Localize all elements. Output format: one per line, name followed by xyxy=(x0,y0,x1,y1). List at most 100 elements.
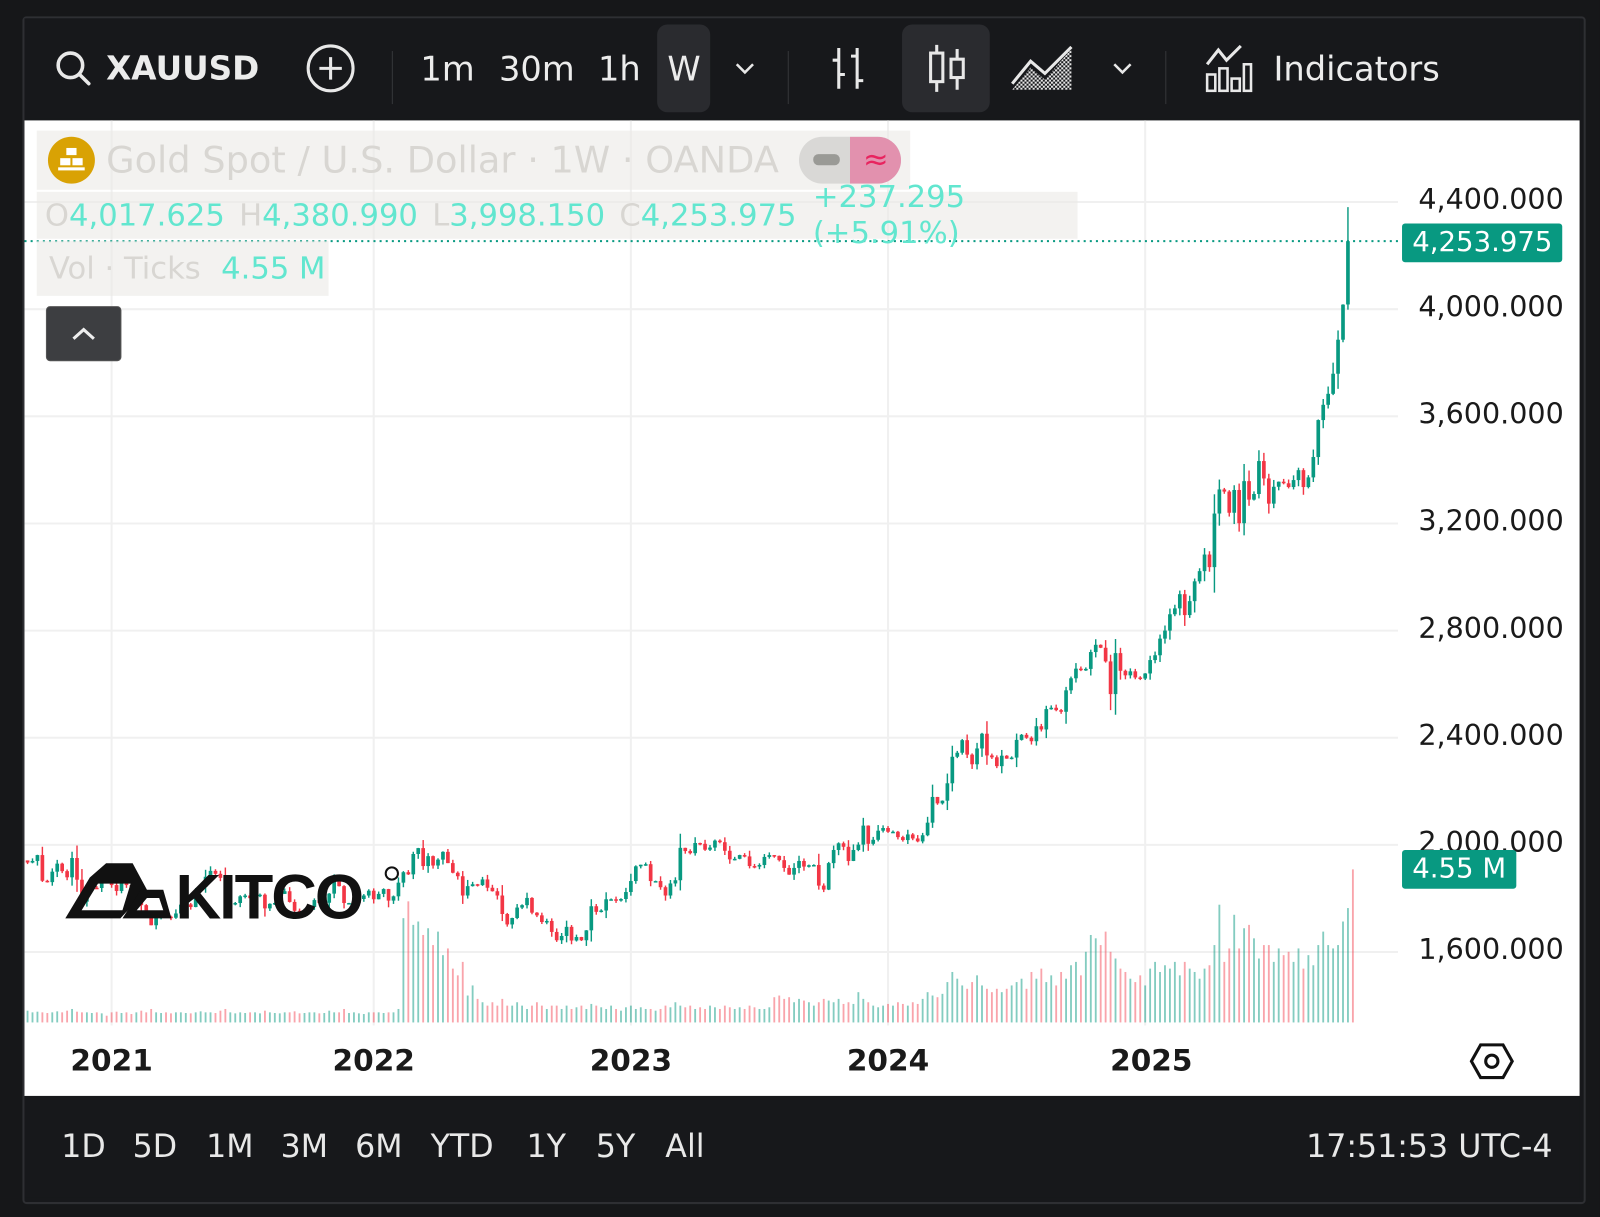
range-1y[interactable]: 1Y xyxy=(526,1128,566,1166)
candle-body xyxy=(614,899,618,901)
volume-bar xyxy=(115,1011,118,1023)
range-all[interactable]: All xyxy=(665,1128,705,1166)
bar-chart-type-button[interactable] xyxy=(827,18,872,118)
kitco-watermark-logo: KITCO xyxy=(65,862,399,931)
candle-body xyxy=(1133,671,1138,678)
volume-bar xyxy=(1272,961,1275,1023)
volume-bar xyxy=(877,1007,880,1023)
volume-bar xyxy=(1307,955,1310,1023)
volume-bar xyxy=(827,1000,830,1023)
range-ytd[interactable]: YTD xyxy=(430,1128,494,1166)
range-1d[interactable]: 1D xyxy=(61,1128,106,1166)
volume-bar xyxy=(135,1012,138,1023)
candle-body xyxy=(767,855,772,857)
indicators-icon xyxy=(1205,44,1253,93)
candle-body xyxy=(1301,470,1306,488)
volume-bar xyxy=(140,1010,143,1023)
series-toggle[interactable]: ≈ xyxy=(799,136,902,184)
candle-body xyxy=(609,899,613,901)
settings-icon[interactable] xyxy=(1469,1041,1514,1082)
chevron-up-icon xyxy=(72,327,95,340)
volume-bar xyxy=(1124,971,1127,1023)
candle-body xyxy=(1039,726,1044,730)
candle-body xyxy=(559,935,564,941)
candle-body xyxy=(431,856,435,866)
volume-bar xyxy=(1065,978,1067,1023)
volume-bar xyxy=(51,1012,54,1023)
candle-body xyxy=(886,828,890,832)
candle-body xyxy=(826,863,831,890)
candle-body xyxy=(297,910,302,913)
candle-body xyxy=(193,890,198,908)
range-5d[interactable]: 5D xyxy=(132,1128,178,1166)
candle-body xyxy=(114,885,119,891)
close-value: 4,253.975 xyxy=(640,197,797,234)
candle-chart-type-button[interactable] xyxy=(924,18,969,118)
volume-bar xyxy=(100,1013,103,1023)
candle-body xyxy=(1024,734,1029,738)
candle-body xyxy=(1346,241,1350,305)
volume-bar xyxy=(699,1007,702,1023)
candle-body xyxy=(980,733,984,749)
candle-body xyxy=(327,893,332,903)
volume-bar xyxy=(1183,961,1186,1023)
volume-bar xyxy=(1134,982,1137,1023)
volume-legend[interactable]: Vol · Ticks 4.55 M xyxy=(36,240,329,296)
interval-w[interactable]: W xyxy=(667,18,700,118)
range-5y[interactable]: 5Y xyxy=(595,1128,636,1166)
volume-bar xyxy=(906,1005,909,1023)
candle-body xyxy=(574,937,579,941)
candle-body xyxy=(124,883,129,886)
candle-body xyxy=(50,871,55,883)
candle-body xyxy=(812,864,816,867)
indicators-button[interactable]: Indicators xyxy=(1204,18,1440,118)
candle-body xyxy=(208,870,213,877)
candle-body xyxy=(970,754,974,765)
candle-body xyxy=(960,740,965,753)
candle-body xyxy=(1128,671,1133,676)
candle-body xyxy=(1069,678,1073,691)
interval-30m[interactable]: 30m xyxy=(499,18,575,118)
volume-bar xyxy=(189,1013,192,1023)
compare-button[interactable] xyxy=(304,18,357,118)
volume-bar xyxy=(353,1012,355,1023)
volume-bar xyxy=(194,1012,197,1023)
range-6m[interactable]: 6M xyxy=(355,1128,403,1166)
volume-bar xyxy=(832,1002,835,1023)
candle-body xyxy=(1187,601,1192,616)
candle-body xyxy=(307,907,312,910)
volume-bar xyxy=(486,1005,489,1023)
volume-bar xyxy=(793,1002,795,1023)
candle-body xyxy=(1049,707,1054,710)
volume-bar xyxy=(600,1007,603,1023)
clock-timezone[interactable]: 17:51:53 UTC-4 xyxy=(1306,1128,1553,1166)
symbol-legend[interactable]: Gold Spot / U.S. Dollar · 1W · OANDA ≈ xyxy=(36,130,911,190)
candle-body xyxy=(638,864,643,867)
interval-1m[interactable]: 1m xyxy=(420,18,474,118)
area-chart-type-button[interactable] xyxy=(1010,18,1073,118)
volume-bar xyxy=(417,921,420,1023)
candle-body xyxy=(1177,594,1182,609)
volume-bar xyxy=(1075,961,1077,1023)
interval-dropdown[interactable] xyxy=(733,18,757,118)
volume-bar xyxy=(338,1012,341,1023)
candle-body xyxy=(871,839,876,844)
volume-bar xyxy=(234,1013,237,1023)
volume-bar xyxy=(432,945,434,1023)
collapse-legend-button[interactable] xyxy=(45,306,122,362)
candle-body xyxy=(1286,483,1291,488)
range-1m[interactable]: 1M xyxy=(206,1128,254,1166)
range-3m[interactable]: 3M xyxy=(280,1128,329,1166)
interval-1h[interactable]: 1h xyxy=(598,18,641,118)
candle-body xyxy=(1153,655,1157,661)
candle-body xyxy=(905,834,910,841)
candle-body xyxy=(866,825,871,844)
candle-body xyxy=(243,895,247,898)
candle-body xyxy=(1192,581,1197,602)
chart-type-dropdown[interactable] xyxy=(1110,18,1134,118)
volume-bar xyxy=(709,1005,711,1023)
symbol-search-button[interactable]: XAUUSD xyxy=(53,18,259,118)
candle-body xyxy=(94,887,99,890)
volume-bar xyxy=(911,1002,914,1023)
